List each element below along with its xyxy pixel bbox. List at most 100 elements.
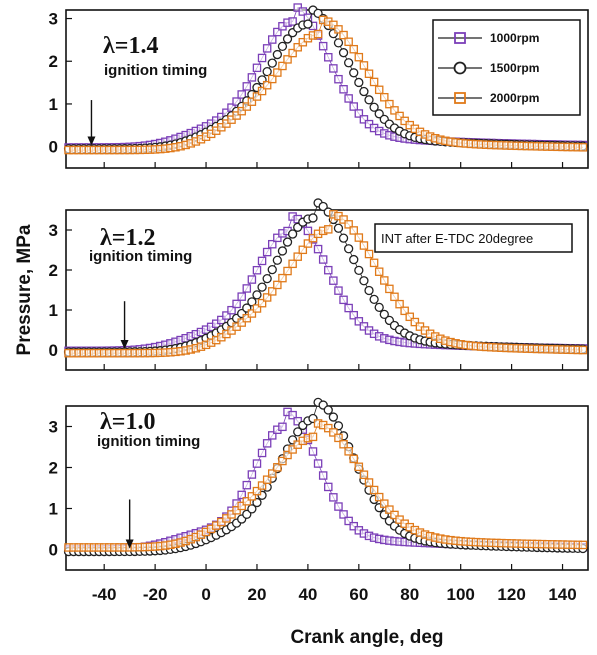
data-point-2000rpm	[262, 293, 272, 302]
data-point-2000rpm	[268, 469, 277, 478]
data-point-2000rpm	[364, 69, 374, 78]
data-point-1000rpm	[232, 299, 241, 309]
data-point-1500rpm	[257, 282, 267, 292]
data-point-1500rpm	[343, 244, 354, 254]
data-point-2000rpm	[293, 42, 302, 52]
data-point-1500rpm	[338, 233, 349, 243]
data-point-2000rpm	[237, 106, 246, 116]
data-point-2000rpm	[359, 470, 369, 479]
data-point-2000rpm	[232, 506, 241, 515]
x-axis-title: Crank angle, deg	[290, 627, 443, 648]
data-point-2000rpm	[354, 52, 364, 62]
data-point-1500rpm	[318, 201, 328, 212]
data-point-1000rpm	[344, 516, 353, 526]
data-point-1000rpm	[262, 247, 272, 257]
data-point-1000rpm	[237, 90, 246, 99]
data-point-1500rpm	[349, 254, 359, 265]
data-point-1500rpm	[262, 66, 272, 77]
data-point-2000rpm	[400, 306, 409, 316]
data-point-2000rpm	[252, 486, 262, 496]
data-point-2000rpm	[268, 287, 277, 296]
lambda-label: λ=1.0	[100, 409, 155, 435]
data-point-2000rpm	[252, 92, 262, 101]
data-point-2000rpm	[390, 292, 399, 302]
data-point-1500rpm	[277, 41, 288, 52]
data-point-1500rpm	[349, 68, 359, 78]
data-point-1500rpm	[333, 223, 344, 233]
legend-label: 1000rpm	[490, 31, 539, 45]
ignition-timing-label: ignition timing	[89, 248, 192, 265]
data-point-1000rpm	[247, 73, 257, 82]
data-point-1000rpm	[242, 82, 252, 91]
legend: 1000rpm 1500rpm 2000rpm	[432, 19, 581, 116]
data-point-1500rpm	[267, 264, 277, 275]
data-point-1500rpm	[364, 95, 374, 105]
data-point-1000rpm	[288, 410, 297, 420]
data-point-1500rpm	[303, 19, 313, 29]
data-point-2000rpm	[364, 478, 374, 487]
data-point-1000rpm	[313, 459, 323, 468]
data-point-1500rpm	[323, 405, 333, 415]
data-point-2000rpm	[313, 29, 323, 39]
data-point-2000rpm	[268, 74, 277, 84]
data-point-2000rpm	[349, 226, 358, 235]
data-point-1000rpm	[227, 305, 236, 315]
data-point-1000rpm	[262, 439, 272, 448]
data-point-1500rpm	[354, 77, 364, 88]
data-point-1000rpm	[318, 255, 328, 264]
data-point-2000rpm	[247, 309, 257, 318]
data-point-2000rpm	[257, 86, 267, 96]
data-point-1000rpm	[252, 63, 262, 73]
data-point-1500rpm	[282, 34, 293, 44]
ignition-timing-label: ignition timing	[97, 433, 200, 450]
data-point-1000rpm	[247, 275, 257, 284]
data-point-1500rpm	[277, 246, 288, 256]
legend-entry-1500rpm: 1500rpm	[438, 61, 539, 75]
data-point-2000rpm	[390, 510, 399, 520]
ignition-arrowhead	[87, 136, 96, 146]
data-point-1000rpm	[252, 265, 262, 275]
data-point-2000rpm	[395, 299, 404, 309]
data-point-1000rpm	[344, 303, 353, 313]
data-point-2000rpm	[283, 450, 292, 460]
data-point-2000rpm	[237, 318, 246, 327]
data-point-1000rpm	[257, 448, 267, 458]
data-point-1000rpm	[334, 286, 343, 295]
data-point-2000rpm	[385, 505, 394, 514]
data-point-2000rpm	[349, 44, 358, 54]
data-point-2000rpm	[324, 423, 333, 433]
data-point-2000rpm	[257, 481, 267, 490]
lambda-label: λ=1.2	[100, 225, 155, 251]
x-tick-label: 60	[349, 585, 368, 604]
data-point-2000rpm	[232, 111, 241, 120]
data-point-2000rpm	[359, 61, 369, 70]
data-point-2000rpm	[385, 284, 394, 294]
y-axis-title: Pressure, MPa	[14, 224, 35, 355]
data-point-1000rpm	[329, 64, 338, 73]
x-tick-label: 40	[298, 585, 317, 604]
data-point-2000rpm	[288, 259, 297, 269]
data-point-2000rpm	[405, 312, 415, 322]
y-tick-label: 3	[49, 10, 58, 29]
data-point-2000rpm	[288, 48, 297, 58]
note-box: INT after E-TDC 20degree	[374, 223, 573, 253]
ignition-arrowhead	[120, 340, 129, 349]
data-point-2000rpm	[369, 77, 379, 87]
data-point-1500rpm	[379, 309, 389, 320]
data-point-2000rpm	[578, 143, 588, 152]
data-point-1000rpm	[242, 480, 252, 490]
data-point-1500rpm	[247, 504, 257, 514]
panel-lambda-1-0: 0 1 2 3 -40 -20 0 20 40 60 80 100 120 140 λ=1.0 ignit…	[49, 397, 589, 604]
data-point-1500rpm	[272, 255, 282, 265]
data-point-1500rpm	[287, 229, 298, 239]
data-point-2000rpm	[380, 276, 389, 285]
note-text: INT after E-TDC 20degree	[381, 231, 533, 246]
data-point-1000rpm	[232, 97, 241, 106]
y-tick-label: 1	[49, 301, 58, 320]
panel-lambda-1-4: 0 1 2 3 λ=1.4 ignition timing 1000rpm 1500r…	[49, 3, 589, 169]
data-point-1000rpm	[278, 422, 287, 432]
y-tick-label: 3	[49, 221, 58, 240]
data-point-1500rpm	[252, 290, 262, 300]
legend-label: 2000rpm	[490, 91, 539, 105]
data-point-1000rpm	[329, 493, 338, 502]
